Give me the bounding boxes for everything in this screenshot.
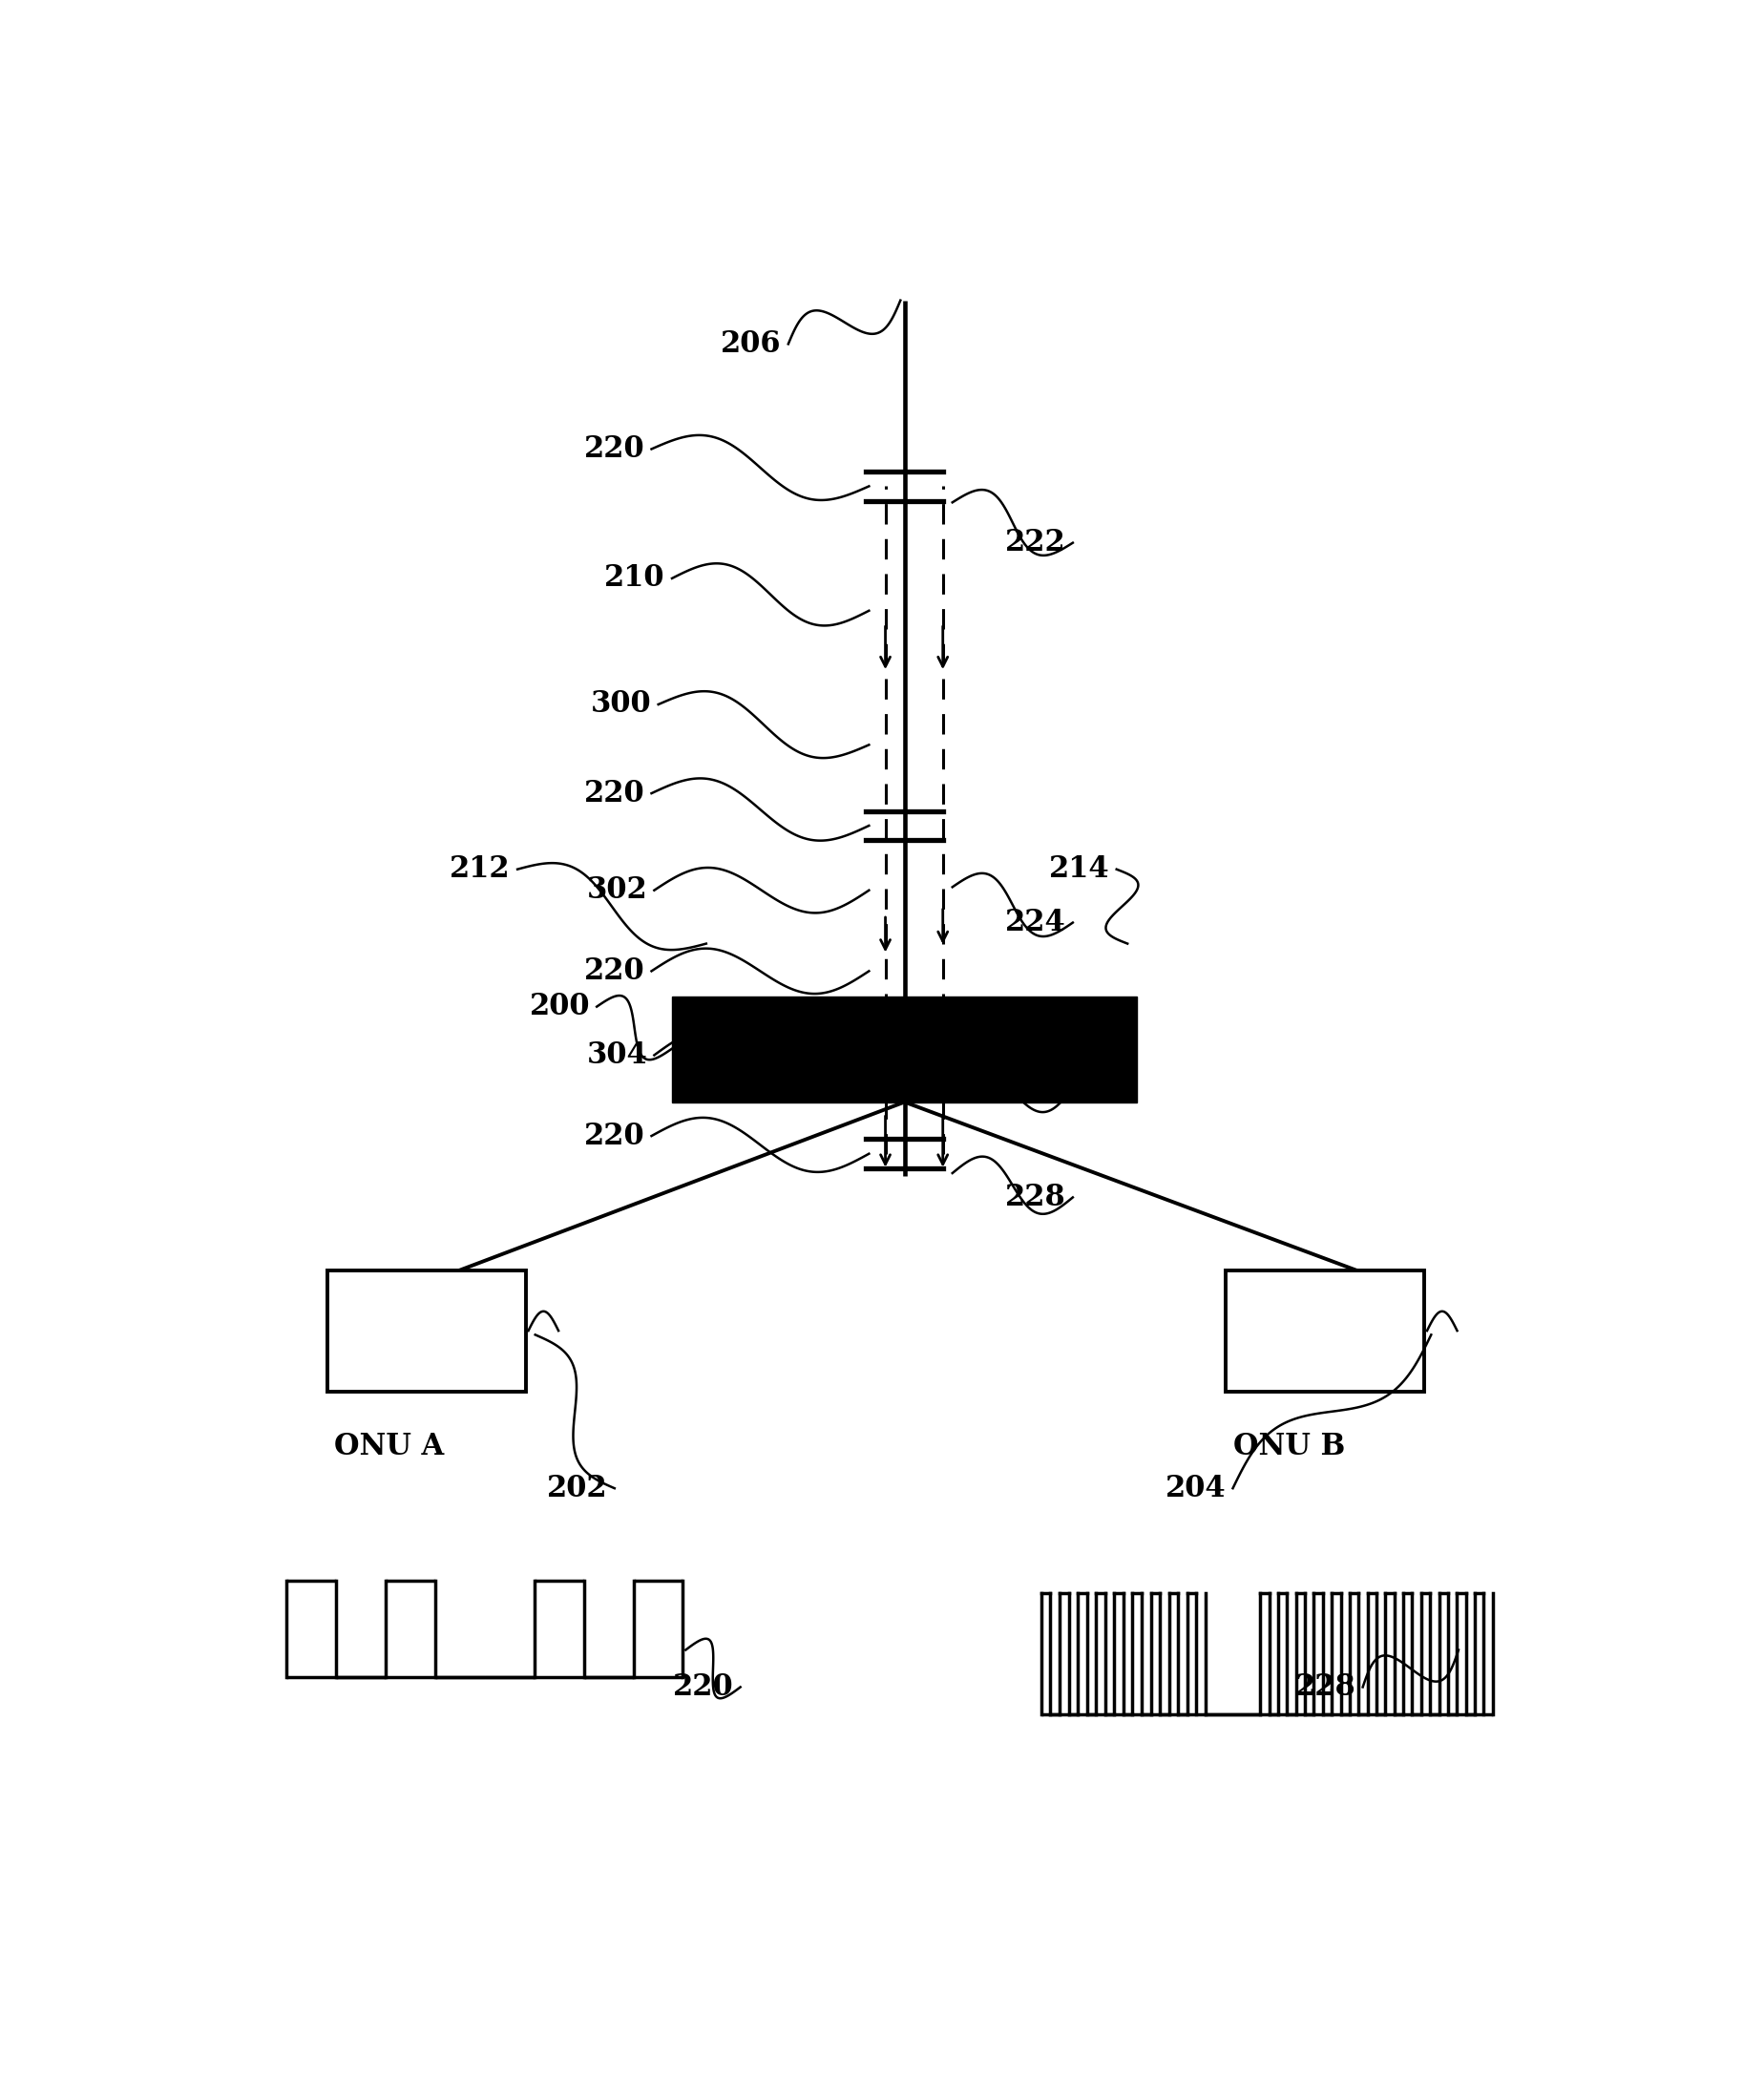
Text: 210: 210 xyxy=(605,563,665,594)
Text: 220: 220 xyxy=(584,957,644,987)
Text: 222: 222 xyxy=(1004,529,1065,558)
Text: 300: 300 xyxy=(591,691,651,720)
Bar xyxy=(672,997,1136,1102)
Text: 224: 224 xyxy=(1004,909,1065,938)
Text: 302: 302 xyxy=(586,875,647,905)
Text: 228: 228 xyxy=(1004,1182,1065,1211)
Text: 226: 226 xyxy=(1005,1073,1065,1102)
Text: 228: 228 xyxy=(1295,1673,1355,1702)
Text: ONU B: ONU B xyxy=(1231,1432,1344,1461)
Text: 304: 304 xyxy=(586,1041,647,1070)
Text: 212: 212 xyxy=(450,854,510,884)
Text: 200: 200 xyxy=(529,993,589,1022)
Text: 220: 220 xyxy=(584,434,644,464)
Text: 202: 202 xyxy=(547,1473,607,1503)
Text: ONU A: ONU A xyxy=(333,1432,445,1461)
Bar xyxy=(1226,1270,1424,1392)
Bar xyxy=(326,1270,526,1392)
Text: 214: 214 xyxy=(1048,854,1110,884)
Text: 220: 220 xyxy=(584,1121,644,1150)
Text: 220: 220 xyxy=(672,1673,734,1702)
Text: 204: 204 xyxy=(1164,1473,1226,1503)
Text: 220: 220 xyxy=(584,779,644,808)
Text: 206: 206 xyxy=(720,330,781,359)
